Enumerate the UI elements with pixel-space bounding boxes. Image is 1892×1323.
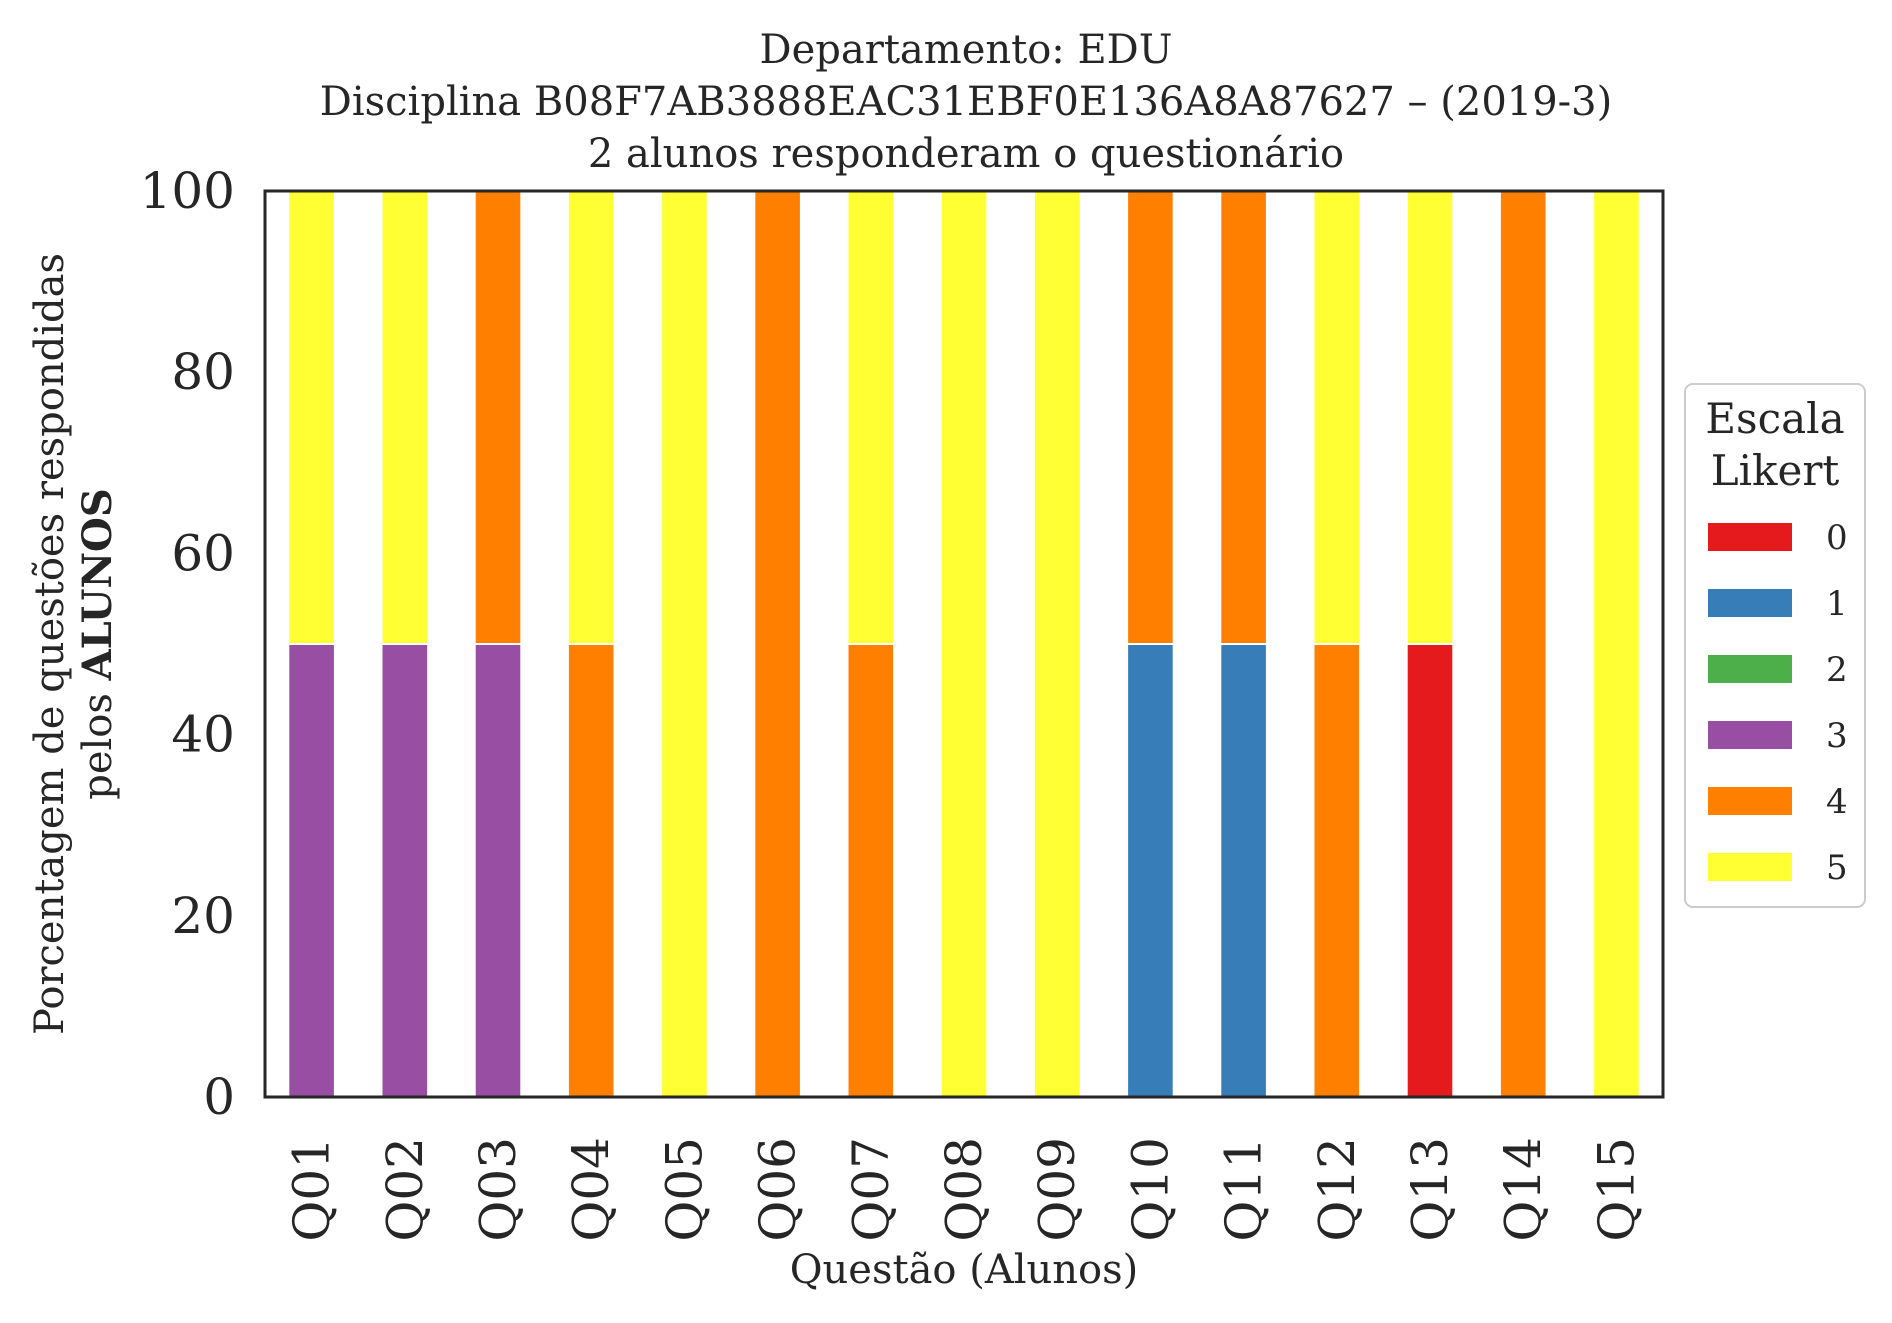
y-tick-label: 80 <box>171 343 235 401</box>
bar-q02-scale-5 <box>380 190 430 645</box>
chart-title-line-3: 2 alunos responderam o questionário <box>588 131 1344 177</box>
legend-swatch-0 <box>1708 523 1792 551</box>
y-axis-label: Porcentagem de questões respondidas pelo… <box>27 253 121 1035</box>
x-tick-label: Q11 <box>1215 1137 1273 1242</box>
bar-q12-scale-4 <box>1312 643 1362 1098</box>
bar-q03-scale-4 <box>473 190 523 645</box>
y-tick-label: 20 <box>171 887 235 945</box>
bar-q13-scale-5 <box>1405 190 1455 645</box>
legend-swatch-4 <box>1708 787 1792 815</box>
x-axis-ticks: Q01 Q02 Q03 Q04 Q05 Q06 Q07 Q08 Q09 Q10 Q11 Q12 Q13 Q… <box>283 1137 1646 1242</box>
bar-q09-scale-5 <box>1032 190 1082 1098</box>
bar-q02-scale-3 <box>380 643 430 1098</box>
legend-swatch-2 <box>1708 655 1792 683</box>
x-tick-label: Q15 <box>1587 1137 1645 1242</box>
legend-box <box>1684 383 1866 908</box>
bar-q11-scale-1 <box>1219 643 1268 1098</box>
x-tick-label: Q09 <box>1028 1137 1086 1242</box>
y-axis-label-bold: ALUNOS <box>74 488 121 681</box>
x-tick-label: Q05 <box>655 1137 713 1242</box>
y-axis-label-line-2: pelos ALUNOS <box>74 488 121 800</box>
chart-title-line-1: Departamento: EDU <box>760 27 1173 73</box>
bar-q11-scale-4 <box>1219 190 1268 645</box>
bar-q06-scale-4 <box>753 190 802 1098</box>
x-tick-label: Q04 <box>562 1137 620 1242</box>
legend-swatch-5 <box>1708 853 1792 881</box>
bar-q03-scale-3 <box>473 643 523 1098</box>
bar-q04-scale-4 <box>566 643 616 1098</box>
legend: Escala Likert 0 1 2 3 4 5 <box>1684 383 1866 908</box>
legend-label-0: 0 <box>1826 518 1848 558</box>
legend-label-4: 4 <box>1826 782 1848 822</box>
bars <box>287 190 1641 1098</box>
bar-q07-scale-4 <box>846 643 896 1098</box>
x-tick-label: Q12 <box>1308 1137 1366 1242</box>
plot-frame <box>263 189 1665 1099</box>
y-tick-label: 60 <box>171 524 235 582</box>
y-tick-label: 0 <box>203 1068 235 1126</box>
legend-label-1: 1 <box>1826 584 1848 624</box>
x-axis-label: Questão (Alunos) <box>790 1247 1139 1293</box>
x-tick-label: Q06 <box>749 1137 807 1242</box>
legend-items: 0 1 2 3 4 5 <box>1708 518 1848 888</box>
bar-q08-scale-5 <box>939 190 989 1098</box>
bar-q10-scale-4 <box>1126 190 1175 645</box>
bar-q04-scale-5 <box>566 190 616 645</box>
legend-label-2: 2 <box>1826 650 1848 690</box>
x-tick-label: Q01 <box>283 1137 341 1242</box>
x-tick-label: Q08 <box>935 1137 993 1242</box>
legend-swatch-1 <box>1708 589 1792 617</box>
legend-title-line-2: Likert <box>1711 446 1840 495</box>
legend-label-5: 5 <box>1826 848 1848 888</box>
bar-q14-scale-4 <box>1498 190 1548 1098</box>
y-tick-label: 40 <box>171 706 235 764</box>
bar-q13-scale-0 <box>1405 643 1455 1098</box>
y-axis-ticks: 0 20 40 60 80 100 <box>140 162 235 1126</box>
bar-q01-scale-3 <box>287 643 336 1098</box>
chart-title-line-2: Disciplina B08F7AB3888EAC31EBF0E136A8A87… <box>320 79 1612 125</box>
x-tick-label: Q07 <box>842 1137 900 1242</box>
x-tick-label: Q10 <box>1121 1137 1179 1242</box>
y-tick-label: 100 <box>140 162 235 220</box>
bar-q05-scale-5 <box>660 190 709 1098</box>
y-axis-label-line-1: Porcentagem de questões respondidas <box>27 253 73 1035</box>
chart-title: Departamento: EDU Disciplina B08F7AB3888… <box>320 27 1612 177</box>
x-tick-label: Q02 <box>376 1137 434 1242</box>
x-tick-label: Q13 <box>1401 1137 1459 1242</box>
legend-label-3: 3 <box>1826 716 1848 756</box>
x-tick-label: Q14 <box>1494 1137 1552 1242</box>
y-axis-label-prefix: pelos <box>75 680 121 799</box>
legend-title-line-1: Escala <box>1705 394 1844 443</box>
bar-q07-scale-5 <box>846 190 896 645</box>
x-tick-label: Q03 <box>469 1137 527 1242</box>
bar-q15-scale-5 <box>1592 190 1641 1098</box>
legend-swatch-3 <box>1708 721 1792 749</box>
bar-q12-scale-5 <box>1312 190 1362 645</box>
bar-q10-scale-1 <box>1126 643 1175 1098</box>
bar-q01-scale-5 <box>287 190 336 645</box>
